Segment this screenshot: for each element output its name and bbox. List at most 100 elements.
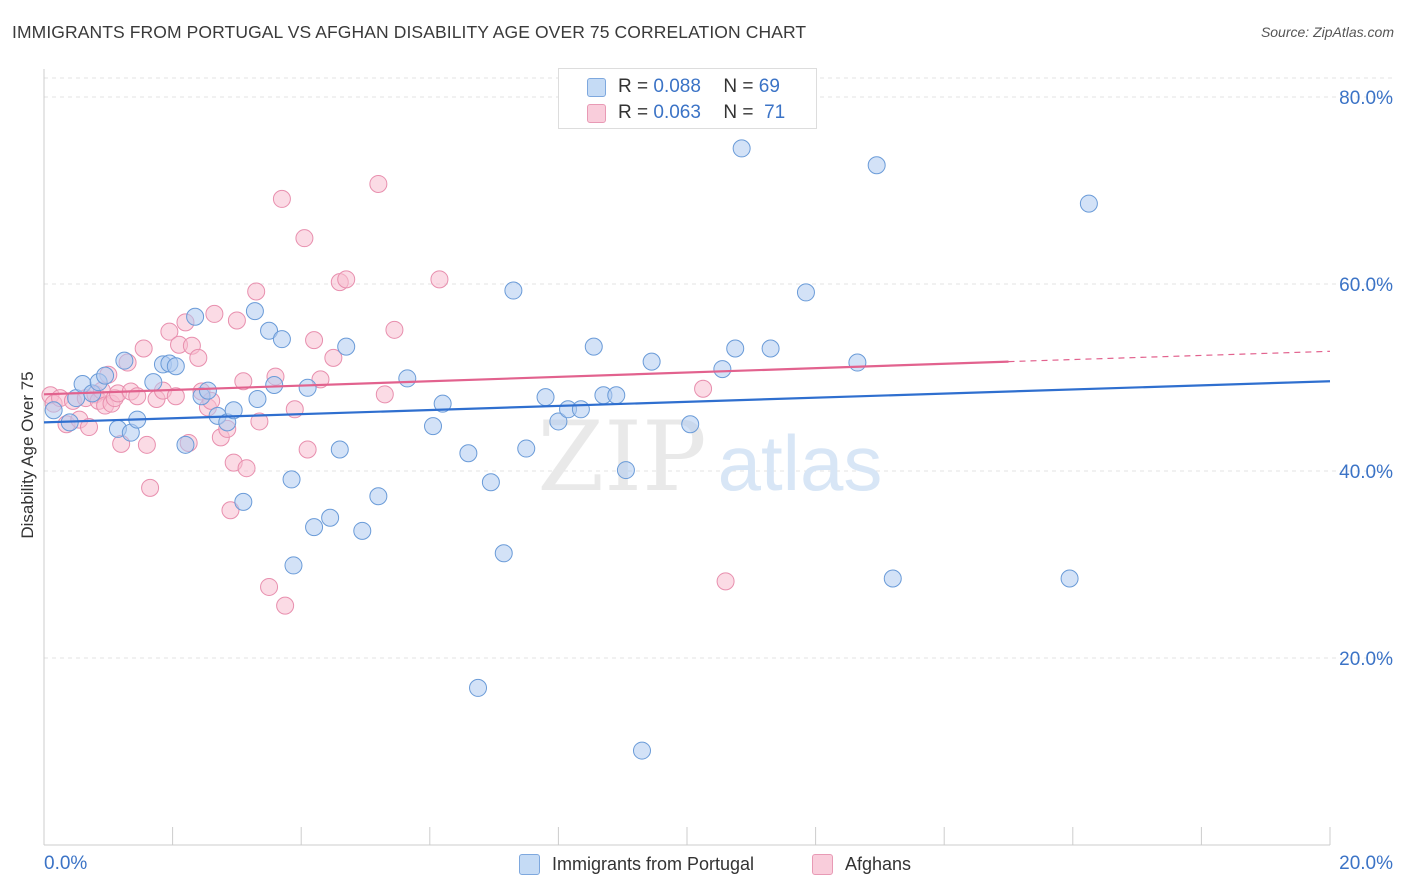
portugal-point <box>517 439 536 458</box>
afghans-points <box>41 174 735 615</box>
afghans-point <box>247 282 266 301</box>
legend-r-value: 0.063 <box>653 102 701 123</box>
afghans-point <box>189 348 208 367</box>
legend-row-portugal: R = 0.088 N = 69 <box>587 75 780 99</box>
correlation-legend: R = 0.088 N = 69 R = 0.063 N = 71 <box>558 68 817 129</box>
afghans-point <box>295 229 314 248</box>
bottom-legend-swatch-blue <box>519 853 540 875</box>
portugal-point <box>245 302 264 321</box>
portugal-point <box>681 415 700 434</box>
portugal-point <box>305 518 324 537</box>
bottom-legend-afghans: Afghans <box>812 851 911 877</box>
afghans-trendline-extension <box>1008 350 1331 363</box>
portugal-point <box>607 386 626 405</box>
afghans-point <box>260 577 279 596</box>
portugal-point <box>584 337 603 356</box>
portugal-point <box>176 435 195 454</box>
afghans-point <box>227 311 246 330</box>
watermark: ZIP atlas <box>537 401 882 513</box>
portugal-point <box>848 353 867 372</box>
afghans-point <box>205 304 224 323</box>
afghans-point <box>716 572 735 591</box>
legend-r-value: 0.088 <box>653 76 701 97</box>
axes: 20.0% 40.0% 60.0% 80.0% 0.0% 20.0% <box>43 69 1393 874</box>
portugal-point <box>353 521 372 540</box>
bottom-legend-label-afghans: Afghans <box>845 853 912 874</box>
source-label: Source: ZipAtlas.com <box>1260 24 1394 40</box>
portugal-point <box>44 401 63 420</box>
portugal-point <box>1060 569 1079 588</box>
portugal-point <box>632 741 651 760</box>
y-tick-label: 80.0% <box>1339 88 1393 109</box>
portugal-point <box>867 156 886 175</box>
portugal-point <box>571 400 590 419</box>
portugal-point <box>186 307 205 326</box>
portugal-point <box>883 569 902 588</box>
portugal-point <box>265 375 284 394</box>
chart-title: IMMIGRANTS FROM PORTUGAL VS AFGHAN DISAB… <box>12 22 807 42</box>
legend-n-value: 69 <box>758 76 780 97</box>
afghans-point <box>369 174 388 193</box>
afghans-point <box>324 348 343 367</box>
legend-r-label: R = <box>618 102 649 123</box>
portugal-point <box>732 139 751 158</box>
afghans-point <box>160 322 179 341</box>
portugal-point <box>433 394 452 413</box>
portugal-point <box>424 417 443 436</box>
portugal-point <box>1079 194 1098 213</box>
afghans-point <box>375 385 394 404</box>
portugal-point <box>713 360 732 379</box>
portugal-trendline <box>43 380 1331 424</box>
portugal-point <box>536 388 555 407</box>
y-axis-label: Disability Age Over 75 <box>18 371 37 538</box>
portugal-point <box>761 339 780 358</box>
afghans-point <box>234 372 253 391</box>
portugal-point <box>796 283 815 302</box>
portugal-point <box>459 444 478 463</box>
afghans-point <box>298 440 317 459</box>
watermark-atlas: atlas <box>718 419 883 507</box>
portugal-point <box>144 373 163 392</box>
portugal-point <box>330 440 349 459</box>
legend-swatch-pink <box>587 103 606 123</box>
portugal-point <box>481 473 500 492</box>
portugal-point <box>549 412 568 431</box>
portugal-point <box>234 492 253 511</box>
portugal-point <box>284 556 303 575</box>
portugal-point <box>321 508 340 527</box>
legend-n-label: N = <box>723 102 754 123</box>
portugal-point <box>115 351 134 370</box>
afghans-point <box>221 501 240 520</box>
portugal-point <box>198 381 217 400</box>
portugal-point <box>166 357 185 376</box>
afghans-point <box>80 418 99 437</box>
afghans-point <box>276 596 295 615</box>
legend-swatch-blue <box>587 77 606 97</box>
y-tick-label: 60.0% <box>1339 275 1393 296</box>
bottom-legend-portugal: Immigrants from Portugal <box>519 851 754 877</box>
portugal-point <box>298 378 317 397</box>
bottom-legend-swatch-pink <box>812 853 833 875</box>
portugal-point <box>272 330 291 349</box>
portugal-point <box>494 544 513 563</box>
afghans-point <box>166 387 185 406</box>
legend-r-label: R = <box>618 76 649 97</box>
portugal-point <box>96 366 115 385</box>
afghans-point <box>305 331 324 350</box>
portugal-point <box>369 487 388 506</box>
legend-n-label: N = <box>723 76 754 97</box>
portugal-point <box>224 401 243 420</box>
afghans-point <box>237 459 256 478</box>
portugal-point <box>469 678 488 697</box>
portugal-points <box>44 139 1098 760</box>
portugal-point <box>726 339 745 358</box>
afghans-point <box>694 379 713 398</box>
bottom-legend-label-portugal: Immigrants from Portugal <box>552 853 755 874</box>
afghans-point <box>311 370 330 389</box>
x-tick-label: 20.0% <box>1339 853 1393 874</box>
portugal-point <box>504 281 523 300</box>
afghans-point <box>385 320 404 339</box>
legend-n-value: 71 <box>764 102 786 123</box>
afghans-point <box>430 270 449 289</box>
